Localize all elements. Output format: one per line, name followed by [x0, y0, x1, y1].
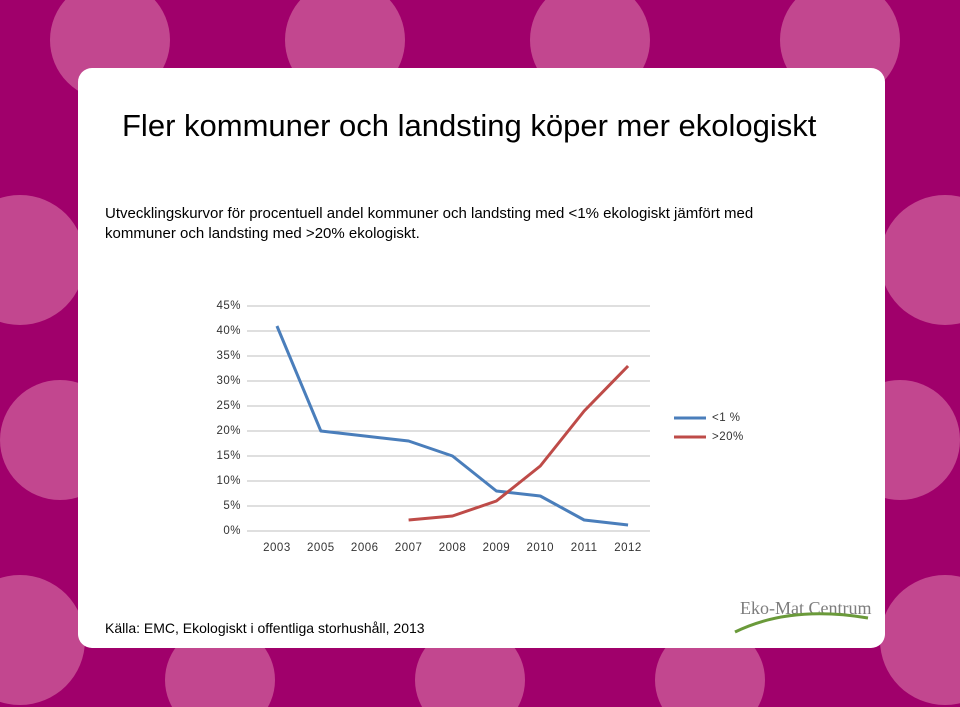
content-panel	[78, 68, 885, 648]
y-tick-label: 5%	[223, 500, 241, 512]
y-tick-label: 10%	[216, 475, 241, 487]
y-tick-label: 30%	[216, 375, 241, 387]
slide-title: Fler kommuner och landsting köper mer ek…	[122, 108, 817, 143]
source-note: Källa: EMC, Ekologiskt i offentliga stor…	[105, 620, 425, 636]
y-tick-label: 20%	[216, 425, 241, 437]
x-tick-label: 2005	[307, 542, 335, 554]
x-tick-label: 2007	[395, 542, 423, 554]
y-tick-label: 35%	[216, 350, 241, 362]
x-tick-label: 2010	[526, 542, 554, 554]
legend-label: <1 %	[712, 412, 741, 424]
y-tick-label: 15%	[216, 450, 241, 462]
logo-swoosh	[734, 612, 869, 634]
slide-subtitle: Utvecklingskurvor för procentuell andel …	[105, 205, 754, 242]
y-tick-label: 0%	[223, 525, 241, 537]
series-line	[275, 325, 629, 527]
x-tick-label: 2006	[351, 542, 379, 554]
series-line	[408, 364, 630, 522]
legend-label: >20%	[712, 431, 744, 443]
y-tick-label: 25%	[216, 400, 241, 412]
x-tick-label: 2011	[571, 542, 598, 554]
x-tick-label: 2012	[614, 542, 642, 554]
y-tick-label: 45%	[216, 300, 241, 312]
y-tick-label: 40%	[216, 325, 241, 337]
x-tick-label: 2008	[439, 542, 467, 554]
x-tick-label: 2003	[263, 542, 291, 554]
x-tick-label: 2009	[483, 542, 511, 554]
